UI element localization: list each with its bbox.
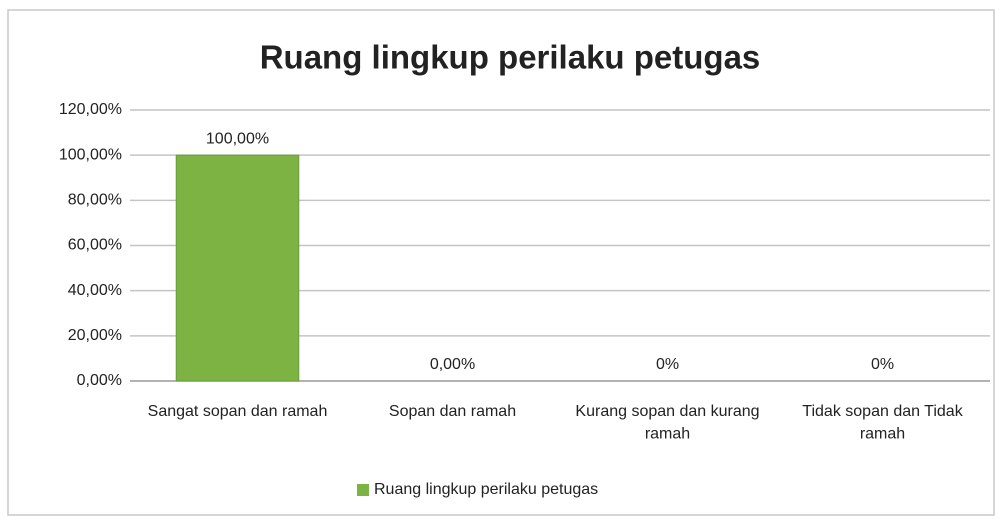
bar	[175, 154, 300, 382]
data-label: 0%	[871, 356, 894, 373]
chart-border	[7, 9, 995, 516]
data-label: 0,00%	[430, 356, 475, 373]
x-tick-label: Kurang sopan dan kurang ramah	[575, 403, 759, 442]
legend-label: Ruang lingkup perilaku petugas	[374, 481, 598, 498]
data-label: 0%	[656, 356, 679, 373]
x-tick-label: Sopan dan ramah	[389, 403, 516, 420]
x-tick-label: Tidak sopan dan Tidak ramah	[802, 403, 963, 442]
data-label: 100,00%	[206, 130, 269, 147]
chart-title: Ruang lingkup perilaku petugas	[260, 39, 761, 76]
y-tick-label: 60,00%	[68, 237, 122, 254]
legend-swatch	[357, 484, 369, 496]
y-tick-label: 40,00%	[68, 282, 122, 299]
y-tick-label: 20,00%	[68, 327, 122, 344]
y-tick-label: 0,00%	[77, 372, 122, 389]
x-tick-label: Sangat sopan dan ramah	[148, 403, 328, 420]
y-tick-label: 100,00%	[59, 146, 122, 163]
y-tick-label: 80,00%	[68, 192, 122, 209]
y-tick-label: 120,00%	[59, 101, 122, 118]
